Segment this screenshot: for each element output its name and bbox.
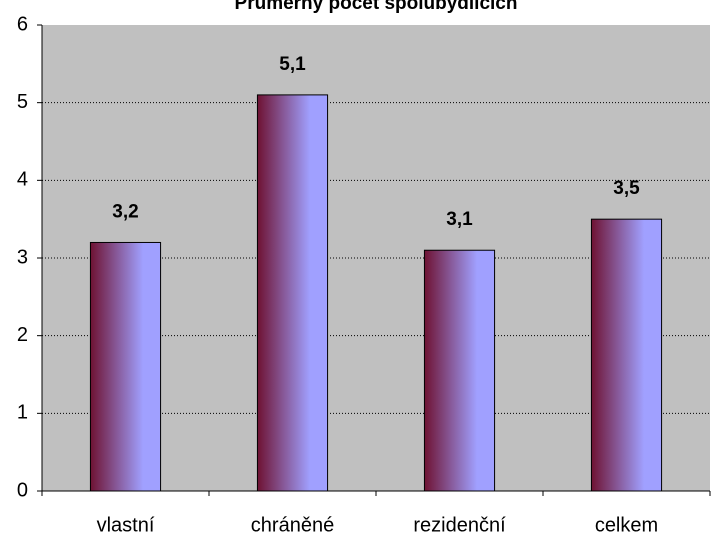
y-tick-label: 0 — [17, 479, 28, 501]
x-tick-label: rezidenční — [413, 514, 506, 536]
bar — [89, 241, 162, 492]
y-tick-label: 1 — [17, 402, 28, 424]
value-label: 3,5 — [613, 178, 640, 199]
bar — [256, 94, 329, 492]
value-label: 3,2 — [112, 201, 138, 222]
value-label: 3,1 — [446, 209, 473, 230]
x-tick-label: chráněné — [251, 514, 334, 536]
y-tick-label: 6 — [17, 13, 28, 35]
y-tick-label: 2 — [17, 324, 28, 346]
y-tick-label: 3 — [17, 246, 28, 268]
chart-title: Průměrný počet spolubydlících — [235, 0, 518, 14]
bar — [590, 218, 663, 492]
y-tick-label: 5 — [17, 91, 28, 113]
x-tick-label: celkem — [595, 514, 658, 536]
y-tick-label: 4 — [17, 169, 28, 191]
value-label: 5,1 — [279, 54, 306, 75]
bar — [423, 249, 496, 492]
x-tick-label: vlastní — [97, 514, 155, 536]
